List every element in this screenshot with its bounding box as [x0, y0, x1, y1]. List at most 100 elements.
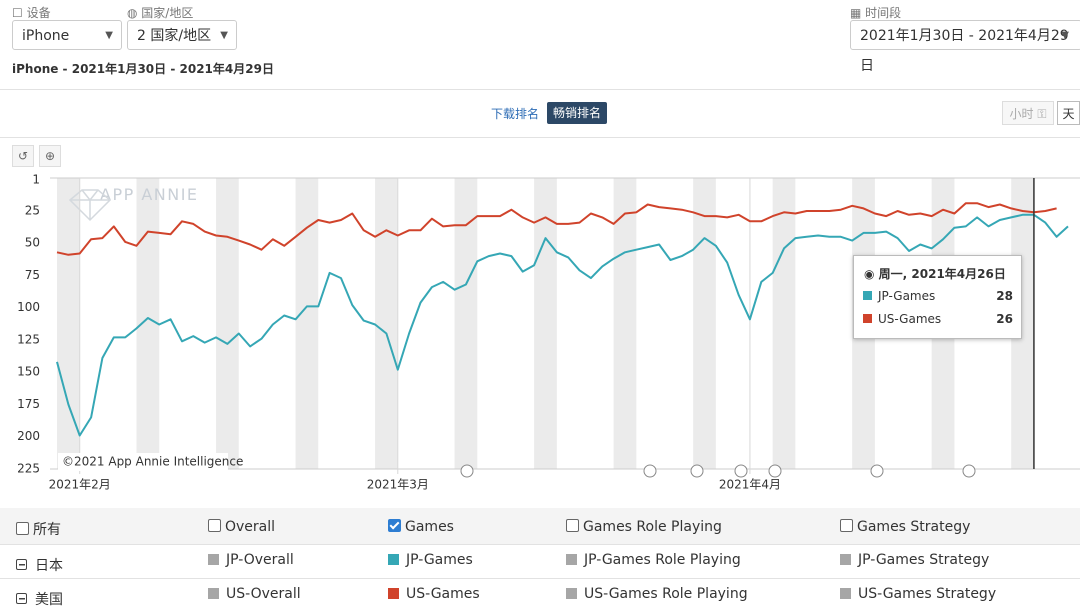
- legend-header-text: Games: [405, 519, 454, 535]
- legend-header-cell[interactable]: Overall: [208, 519, 275, 535]
- legend-row-text: 日本: [35, 558, 63, 574]
- chart: APP ANNIE 12550751001251501752002252021年…: [17, 173, 1080, 492]
- tooltip: ◉ 周一, 2021年4月26日 JP-Games 28 US-Games 26: [853, 255, 1022, 339]
- annotation-icon[interactable]: [768, 464, 782, 478]
- annotation-icon[interactable]: [962, 464, 976, 478]
- legend-swatch: [388, 588, 399, 599]
- tooltip-title-text: 周一, 2021年4月26日: [878, 267, 1006, 281]
- credit-bg: [58, 453, 228, 471]
- legend-item[interactable]: JP-Games Role Playing: [566, 552, 741, 568]
- legend-header-cell[interactable]: Games Strategy: [840, 519, 970, 535]
- collapse-icon: [16, 593, 27, 604]
- legend-header-bg: [0, 508, 1080, 544]
- reset-button[interactable]: ↺: [12, 145, 34, 167]
- subtitle: iPhone - 2021年1月30日 - 2021年4月29日: [12, 62, 274, 76]
- collapse-icon: [16, 559, 27, 570]
- y-tick-label: 150: [17, 365, 40, 379]
- tooltip-series-name: US-Games: [878, 312, 942, 326]
- legend-item[interactable]: JP-Overall: [208, 552, 294, 568]
- granularity-hour[interactable]: 小时 ⚿: [1002, 101, 1054, 125]
- legend-swatch: [208, 554, 219, 565]
- legend-header-text: 所有: [33, 522, 61, 538]
- legend-row-border: [0, 544, 1080, 545]
- country-select[interactable]: 2 国家/地区 ▼: [127, 20, 237, 50]
- legend-row-label[interactable]: 日本: [16, 555, 63, 575]
- legend-swatch: [840, 588, 851, 599]
- weekend-band: [216, 178, 239, 469]
- checkbox[interactable]: [208, 519, 221, 532]
- legend-swatch: [208, 588, 219, 599]
- legend-item-text: US-Games Role Playing: [584, 586, 748, 602]
- y-tick-label: 225: [17, 462, 40, 476]
- x-tick-label: 2021年3月: [367, 478, 429, 492]
- legend-row-text: 美国: [35, 592, 63, 608]
- granularity-hour-text: 小时: [1009, 107, 1034, 121]
- legend-item[interactable]: US-Games Role Playing: [566, 586, 748, 602]
- divider: [0, 89, 1080, 90]
- checkbox[interactable]: [840, 519, 853, 532]
- legend-item[interactable]: JP-Games: [388, 552, 473, 568]
- period-label-text: 时间段: [865, 6, 902, 20]
- tab-active[interactable]: 畅销排名: [547, 102, 607, 124]
- y-tick-label: 50: [25, 236, 40, 250]
- legend-row-label[interactable]: 美国: [16, 589, 63, 609]
- legend-header-cell[interactable]: 所有: [16, 519, 61, 539]
- legend-item[interactable]: JP-Games Strategy: [840, 552, 989, 568]
- period-label: ▦ 时间段: [850, 6, 902, 20]
- tab[interactable]: 下载排名: [491, 107, 540, 121]
- annotation-icon[interactable]: [690, 464, 704, 478]
- y-tick-label: 25: [25, 203, 40, 217]
- legend-item-text: JP-Games: [406, 552, 473, 568]
- y-tick-label: 200: [17, 429, 40, 443]
- checkbox[interactable]: [566, 519, 579, 532]
- legend-header-cell[interactable]: Games Role Playing: [566, 519, 722, 535]
- tooltip-title: ◉ 周一, 2021年4月26日: [864, 267, 1006, 281]
- legend-header-text: Games Role Playing: [583, 519, 722, 535]
- annotation-icon[interactable]: [870, 464, 884, 478]
- weekend-band: [693, 178, 716, 469]
- legend-table: 所有 Overall Games Games Role Playing Games St…: [0, 508, 1080, 609]
- device-select[interactable]: iPhone ▼: [12, 20, 122, 50]
- legend-swatch: [566, 554, 577, 565]
- legend-header-cell[interactable]: Games: [388, 519, 454, 535]
- legend-item[interactable]: US-Games: [388, 586, 480, 602]
- weekend-band: [57, 178, 80, 469]
- weekend-band: [375, 178, 398, 469]
- series-line: [56, 202, 1057, 256]
- legend-swatch: [566, 588, 577, 599]
- period-select[interactable]: 2021年1月30日 - 2021年4月29日 ▼: [850, 20, 1080, 74]
- y-tick-label: 100: [17, 300, 40, 314]
- legend-header-text: Games Strategy: [857, 519, 971, 535]
- device-label-text: 设备: [26, 6, 51, 20]
- tooltip-swatch: [863, 291, 872, 300]
- granularity-day[interactable]: 天: [1057, 101, 1080, 125]
- legend-item[interactable]: US-Games Strategy: [840, 586, 996, 602]
- watermark-logo: [68, 189, 112, 222]
- legend-item-text: JP-Overall: [226, 552, 294, 568]
- weekend-band: [136, 178, 160, 469]
- device-value: iPhone: [22, 28, 70, 44]
- legend-item-text: US-Games Strategy: [858, 586, 997, 602]
- legend-item-text: JP-Games Strategy: [858, 552, 990, 568]
- zoom-button[interactable]: ⊕: [39, 145, 61, 167]
- annotation-icon[interactable]: [643, 464, 657, 478]
- x-tick-label: 2021年4月: [719, 478, 781, 492]
- checkbox[interactable]: [388, 519, 401, 532]
- legend-header-text: Overall: [225, 519, 276, 535]
- weekend-band: [295, 178, 319, 469]
- legend-swatch: [840, 554, 851, 565]
- annotation-icon[interactable]: [734, 464, 748, 478]
- weekend-band: [772, 178, 796, 469]
- tooltip-value: 28: [996, 289, 1013, 303]
- y-tick-label: 125: [17, 332, 40, 346]
- device-label: ☐ 设备: [12, 6, 51, 20]
- annotation-icon[interactable]: [460, 464, 474, 478]
- legend-item[interactable]: US-Overall: [208, 586, 301, 602]
- credit: ©2021 App Annie Intelligence: [62, 455, 243, 469]
- checkbox[interactable]: [16, 522, 29, 535]
- y-tick-label: 1: [32, 173, 40, 187]
- x-tick-label: 2021年2月: [49, 478, 111, 492]
- legend-item-text: US-Overall: [226, 586, 301, 602]
